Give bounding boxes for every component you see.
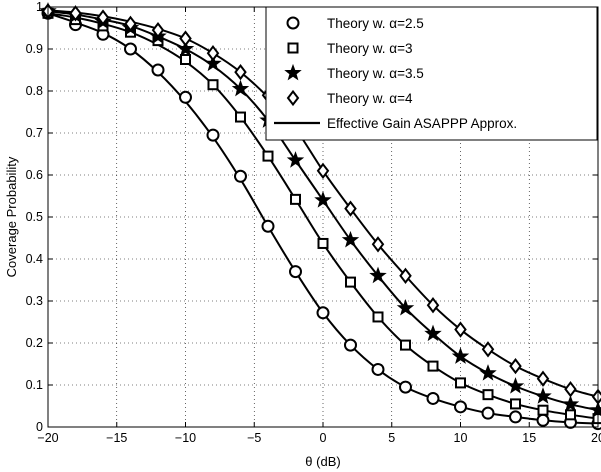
square-marker bbox=[180, 54, 191, 65]
y-tick-label: 0.6 bbox=[26, 168, 43, 182]
y-tick-label: 0.3 bbox=[26, 294, 43, 308]
y-tick-label: 0.7 bbox=[26, 126, 43, 140]
legend-square-swatch bbox=[287, 42, 299, 54]
square-marker bbox=[482, 389, 494, 401]
circle-marker bbox=[454, 400, 467, 414]
y-tick-label: 0.8 bbox=[26, 84, 43, 98]
diamond-marker bbox=[96, 9, 110, 26]
legend-label: Effective Gain ASAPPP Approx. bbox=[327, 116, 517, 131]
circle-marker bbox=[124, 42, 137, 56]
diamond-marker bbox=[179, 30, 192, 47]
square-marker bbox=[510, 398, 521, 410]
square-marker bbox=[235, 111, 246, 123]
circle-marker bbox=[179, 90, 192, 104]
theory-markers bbox=[39, 2, 601, 431]
legend-label: Theory w. α=3.5 bbox=[327, 66, 424, 81]
diamond-marker bbox=[481, 341, 495, 358]
star-marker bbox=[286, 151, 305, 168]
y-axis-label: Coverage Probability bbox=[4, 156, 19, 277]
diamond-marker bbox=[344, 200, 357, 217]
y-tick-label: 0.2 bbox=[26, 336, 43, 350]
star-marker bbox=[479, 364, 497, 381]
star-marker bbox=[561, 395, 580, 412]
diamond-marker bbox=[234, 63, 247, 81]
diamond-marker bbox=[371, 236, 385, 253]
x-tick-label: 0 bbox=[320, 431, 327, 445]
legend-star-swatch bbox=[284, 63, 302, 81]
square-marker bbox=[400, 339, 411, 351]
diamond-marker bbox=[536, 370, 550, 387]
star-marker bbox=[451, 347, 470, 364]
star-marker bbox=[534, 387, 552, 404]
diamond-marker bbox=[564, 381, 577, 398]
diamond-marker bbox=[69, 5, 82, 22]
star-marker bbox=[341, 230, 360, 248]
square-marker bbox=[207, 79, 219, 91]
x-tick-label: 10 bbox=[454, 431, 468, 445]
circle-marker bbox=[289, 265, 302, 279]
star-marker bbox=[506, 377, 525, 394]
square-marker bbox=[317, 237, 329, 249]
y-tick-label: 0.1 bbox=[26, 378, 43, 392]
diamond-marker bbox=[399, 267, 412, 284]
circle-marker bbox=[399, 380, 412, 394]
star-marker bbox=[176, 39, 195, 57]
legend-label: Theory w. α=3 bbox=[327, 41, 412, 56]
diamond-marker bbox=[316, 162, 330, 179]
x-tick-label: −20 bbox=[37, 431, 58, 445]
diamond-marker bbox=[426, 297, 440, 314]
legend-circle-swatch bbox=[286, 16, 300, 30]
square-marker bbox=[455, 377, 466, 389]
star-marker bbox=[369, 266, 387, 284]
circle-marker bbox=[344, 338, 357, 352]
star-marker bbox=[204, 54, 222, 72]
square-marker bbox=[262, 150, 274, 162]
circle-marker bbox=[261, 219, 275, 233]
axis-ticks: −20 −15 −10 −5 0 5 10 15 20 0 0.1 0.2 0.3 0.4 0.5 0.6 0.… bbox=[26, 0, 601, 445]
star-marker bbox=[424, 324, 442, 342]
circle-marker bbox=[206, 128, 220, 142]
circle-marker bbox=[371, 362, 385, 376]
x-tick-label: −10 bbox=[175, 431, 196, 445]
x-axis-label: θ (dB) bbox=[305, 454, 340, 469]
circle-marker bbox=[536, 413, 550, 427]
square-marker bbox=[290, 193, 301, 205]
y-tick-label: 0.9 bbox=[26, 42, 43, 56]
square-marker bbox=[345, 276, 356, 288]
circle-marker bbox=[426, 391, 440, 405]
diamond-marker bbox=[454, 321, 467, 338]
star-marker bbox=[231, 79, 250, 97]
y-tick-label: 1 bbox=[36, 0, 43, 14]
star-marker bbox=[314, 191, 332, 208]
circle-marker bbox=[509, 410, 522, 424]
diamond-marker bbox=[124, 15, 137, 32]
diamond-marker bbox=[206, 45, 220, 62]
y-tick-label: 0.4 bbox=[26, 252, 43, 266]
x-tick-label: −5 bbox=[247, 431, 261, 445]
circle-marker bbox=[151, 63, 165, 77]
x-tick-label: 15 bbox=[522, 431, 536, 445]
x-tick-label: −15 bbox=[106, 431, 127, 445]
legend-label: Theory w. α=4 bbox=[327, 91, 413, 106]
legend-label: Theory w. α=2.5 bbox=[327, 16, 424, 31]
circle-marker bbox=[316, 306, 330, 320]
diamond-marker bbox=[509, 357, 522, 375]
y-tick-label: 0.5 bbox=[26, 210, 43, 224]
circle-marker bbox=[481, 406, 495, 420]
legend-box bbox=[265, 6, 598, 141]
circle-marker bbox=[234, 169, 247, 183]
square-marker bbox=[372, 311, 384, 323]
x-tick-label: 5 bbox=[388, 431, 395, 445]
diamond-marker bbox=[151, 21, 165, 39]
legend: Theory w. α=2.5 Theory w. α=3 Theory w. α=… bbox=[265, 6, 598, 141]
square-marker bbox=[427, 360, 439, 372]
square-marker bbox=[537, 404, 549, 416]
legend-diamond-swatch bbox=[286, 89, 300, 107]
y-tick-label: 0 bbox=[36, 420, 43, 434]
x-tick-label: 20 bbox=[591, 431, 601, 445]
star-marker bbox=[396, 298, 415, 316]
square-marker bbox=[565, 409, 576, 421]
